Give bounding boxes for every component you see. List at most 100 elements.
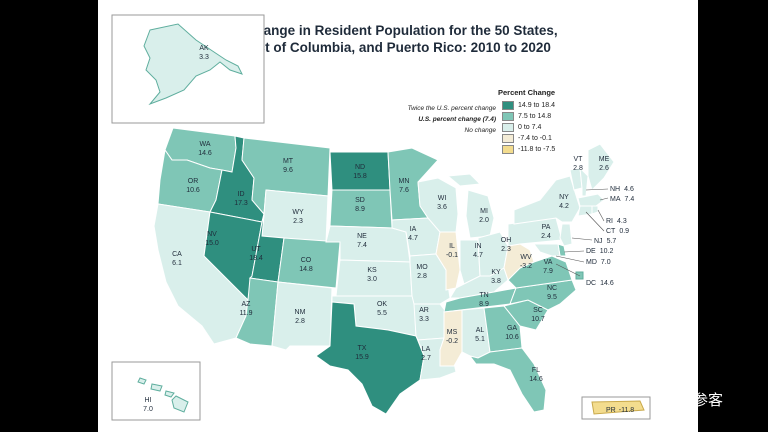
legend-note-twice: Twice the U.S. percent change	[407, 105, 496, 112]
label-NH: NH 4.6	[610, 186, 634, 193]
label-AK-abbr: AK	[199, 45, 209, 52]
label-MA: MA 7.4	[610, 196, 634, 203]
label-CO-abbr: CO	[301, 257, 312, 264]
state-PR	[591, 400, 645, 415]
label-NY-abbr: NY	[559, 194, 569, 201]
label-WA-value: 14.6	[198, 150, 212, 157]
label-OK-abbr: OK	[377, 301, 387, 308]
label-OH-abbr: OH	[501, 237, 512, 244]
label-SD-abbr: SD	[355, 197, 365, 204]
legend-item-5: -11.8 to -7.5	[502, 144, 555, 154]
label-PR-value: -11.8	[619, 407, 635, 414]
state-RI	[591, 205, 599, 215]
watermark-text: 萧参客	[678, 390, 724, 409]
label-IA-abbr: IA	[410, 226, 417, 233]
legend-swatch	[502, 144, 514, 154]
label-WA-abbr: WA	[199, 141, 210, 148]
leader-DE	[563, 250, 585, 253]
label-RI-value: 4.3	[617, 218, 627, 225]
state-NH	[579, 166, 589, 197]
left-letterbox	[0, 0, 98, 432]
label-LA-abbr: LA	[422, 346, 431, 353]
title-line-1: Percent Change in Resident Population fo…	[192, 23, 558, 38]
label-MD-value: 7.0	[601, 259, 611, 266]
label-IA-value: 4.7	[408, 235, 418, 242]
legend-swatch	[502, 111, 514, 121]
label-DE: DE 10.2	[586, 248, 613, 255]
watermark-logo-icon	[652, 388, 674, 410]
label-NJ: NJ 5.7	[594, 238, 616, 245]
label-DC-value: 14.6	[600, 280, 614, 287]
label-PA-value: 2.4	[541, 233, 551, 240]
state-CO	[277, 237, 341, 289]
label-TX-value: 15.9	[355, 354, 369, 361]
leader-CT	[585, 211, 605, 232]
label-MN-value: 7.6	[399, 187, 409, 194]
hawaii-inset-frame	[111, 361, 201, 421]
label-WY-abbr: WY	[292, 209, 304, 216]
legend-label: 0 to 7.4	[518, 123, 542, 131]
state-FL	[468, 347, 547, 413]
label-AZ-abbr: AZ	[242, 301, 252, 308]
label-WV-value: -3.2	[520, 263, 532, 270]
label-RI-abbr: RI	[606, 218, 613, 225]
label-UT-value: 18.4	[249, 255, 263, 262]
legend-item-3: 0 to 7.4	[502, 122, 541, 132]
label-CA-value: 6.1	[172, 260, 182, 267]
leader-NH	[585, 188, 609, 191]
legend-item-4: -7.4 to -0.1	[502, 133, 552, 143]
label-VA-value: 7.9	[543, 268, 553, 275]
label-ME-abbr: ME	[599, 156, 610, 163]
label-KY-value: 3.8	[491, 278, 501, 285]
label-CT: CT 0.9	[606, 228, 629, 235]
title-line-2: the District of Columbia, and Puerto Ric…	[199, 40, 551, 55]
label-AL-abbr: AL	[476, 327, 485, 334]
leader-MA	[599, 197, 609, 201]
state-ME	[587, 143, 615, 191]
state-CT	[577, 205, 593, 217]
label-DC-abbr: DC	[586, 280, 596, 287]
label-IL-abbr: IL	[449, 243, 455, 250]
label-NV-value: 15.0	[205, 240, 219, 247]
leader-lines	[555, 188, 609, 277]
legend-swatch	[502, 100, 514, 110]
legend-label: 7.5 to 14.8	[518, 112, 552, 120]
leader-MD	[555, 255, 585, 263]
label-NH-value: 4.6	[624, 186, 634, 193]
label-KY-abbr: KY	[491, 269, 501, 276]
label-HI-value: 7.0	[143, 406, 153, 413]
legend-title: Percent Change	[498, 88, 556, 97]
state-MD	[533, 243, 561, 257]
label-NE-value: 7.4	[357, 242, 367, 249]
label-NM-value: 2.8	[295, 318, 305, 325]
label-NE-abbr: NE	[357, 233, 367, 240]
label-NM-abbr: NM	[295, 309, 306, 316]
label-UT-abbr: UT	[251, 246, 261, 253]
label-TN-value: 8.9	[479, 301, 489, 308]
label-KS-value: 3.0	[367, 276, 377, 283]
label-IL-value: -0.1	[446, 252, 458, 259]
label-OR-abbr: OR	[188, 178, 199, 185]
legend-label: -11.8 to -7.5	[518, 145, 556, 153]
label-AR-abbr: AR	[419, 307, 429, 314]
state-MA	[577, 193, 605, 207]
label-WY-value: 2.3	[293, 218, 303, 225]
label-MD-abbr: MD	[586, 259, 597, 266]
label-VA-abbr: VA	[544, 259, 553, 266]
label-KS-abbr: KS	[367, 267, 377, 274]
legend-swatch	[502, 122, 514, 132]
label-CA-abbr: CA	[172, 251, 182, 258]
state-IL	[435, 231, 461, 291]
legend-label: 14.9 to 18.4	[518, 101, 555, 109]
label-OH-value: 2.3	[501, 246, 511, 253]
label-OR-value: 10.6	[186, 187, 200, 194]
leader-DC	[555, 263, 581, 277]
label-NJ-abbr: NJ	[594, 238, 603, 245]
label-FL-value: 14.6	[529, 376, 543, 383]
label-NC-abbr: NC	[547, 285, 557, 292]
state-AK	[143, 23, 243, 106]
label-FL-abbr: FL	[532, 367, 540, 374]
label-SD-value: 8.9	[355, 206, 365, 213]
label-CT-abbr: CT	[606, 228, 616, 235]
label-MT-value: 9.6	[283, 167, 293, 174]
